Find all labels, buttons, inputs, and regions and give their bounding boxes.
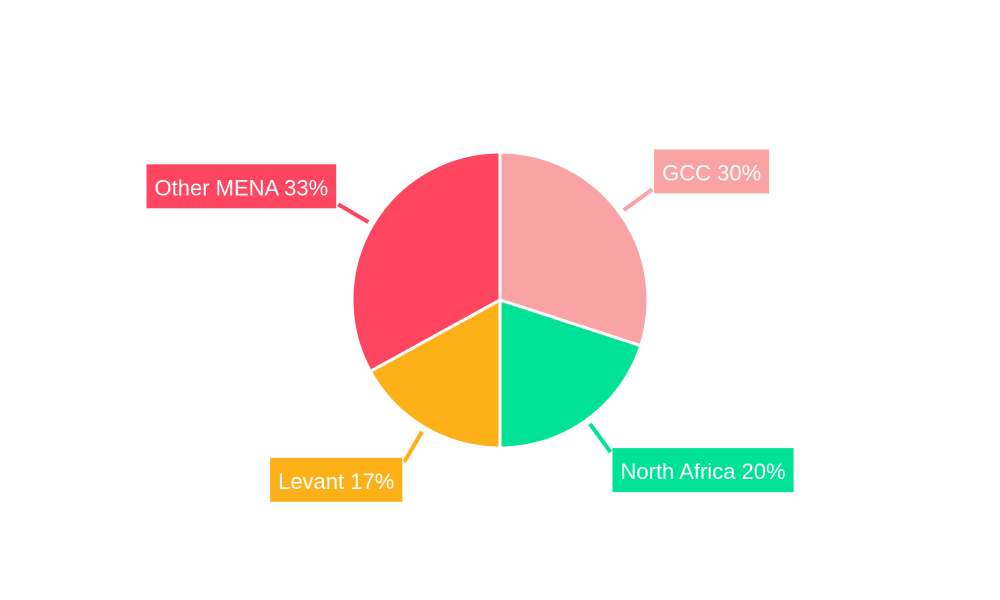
slice-percent-levant: 17% — [344, 468, 394, 493]
slice-label-box-other-mena — [146, 164, 337, 209]
slice-label-text-gcc: GCC 30% — [662, 160, 761, 185]
slice-percent-gcc: 30% — [711, 160, 761, 185]
slice-percent-north-africa: 20% — [735, 459, 785, 484]
leader-line-other-mena — [337, 202, 370, 224]
slices-layer — [350, 150, 650, 450]
pie-slice-gcc[interactable] — [498, 150, 650, 348]
pie-slice-north-africa[interactable] — [498, 298, 643, 450]
pie-slice-levant[interactable] — [368, 298, 502, 450]
slice-label-text-other-mena: Other MENA 33% — [155, 175, 329, 200]
slice-label-text-north-africa: North Africa 20% — [621, 459, 786, 484]
slice-label-levant: Levant 17% — [270, 457, 403, 502]
slice-label-gcc: GCC 30% — [654, 149, 770, 194]
slice-name-other-mena: Other MENA — [155, 175, 280, 200]
slice-label-other-mena: Other MENA 33% — [146, 164, 337, 209]
slice-label-north-africa: North Africa 20% — [612, 448, 794, 493]
slice-name-north-africa: North Africa — [621, 459, 737, 484]
labels-layer: GCC 30% North Africa 20% Levant 17% Other M… — [146, 149, 794, 502]
leader-line-gcc — [622, 187, 654, 212]
slice-label-box-levant — [270, 457, 403, 502]
slice-percent-other-mena: 33% — [278, 175, 328, 200]
leader-lines-layer — [337, 187, 654, 463]
slice-label-box-gcc — [654, 149, 770, 194]
pie-slice-other-mena[interactable] — [350, 150, 502, 373]
slice-label-box-north-africa — [612, 448, 794, 493]
leader-line-north-africa — [588, 422, 613, 454]
slice-label-text-levant: Levant 17% — [278, 468, 394, 493]
leader-line-levant — [402, 430, 424, 463]
slice-name-levant: Levant — [278, 468, 344, 493]
slice-name-gcc: GCC — [662, 160, 711, 185]
